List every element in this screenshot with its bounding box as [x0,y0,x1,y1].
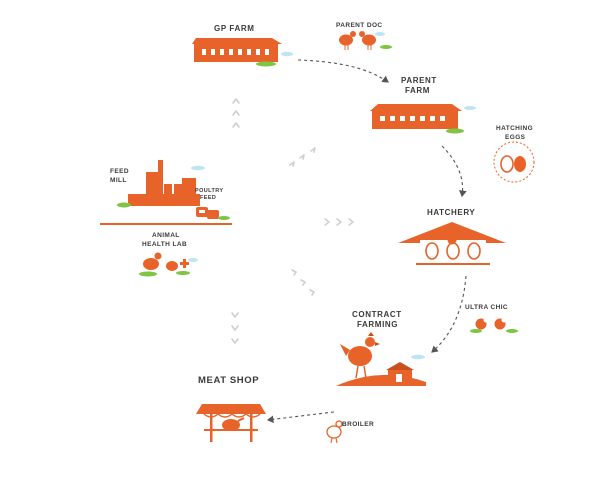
feed-mill-icon [117,160,205,208]
feed-mill-label-line1: FEED [110,168,129,175]
hatching-eggs-label-line1: HATCHING [496,125,534,132]
gp-farm-barn-icon [192,38,293,67]
arrow-parent-to-hatchery [441,145,467,198]
broiler-chicken-icon [326,420,343,444]
parent-doc-label: PARENT DOC [336,22,383,29]
ultra-chic-chicks-icon [470,317,518,333]
arrow-hatchery-to-contract [431,275,467,353]
hatchery-label: HATCHERY [427,208,476,217]
parent-farm-barn-icon [370,104,476,134]
arrow-gp-to-parent [297,59,389,83]
hatching-eggs-icon [493,141,535,183]
hatchery-eggs-icon [398,222,506,265]
parent-farm-label-line1: PARENT [401,76,437,85]
arrow-contract-to-meatshop [266,411,335,424]
animal-health-lab-icon [139,252,198,277]
meat-shop-label: MEAT SHOP [198,375,260,386]
animal-health-lab-label-line2: HEALTH LAB [142,241,188,248]
animal-health-lab-label-line1: ANIMAL [152,232,180,239]
poultry-feed-label-line2: FEED [200,195,217,201]
contract-farming-rooster-icon [336,332,426,386]
poultry-feed-label-line1: POULTRY [195,188,224,194]
meat-shop-stall-icon [196,404,266,442]
gp-farm-label: GP FARM [214,24,255,33]
hatching-eggs-label-line2: EGGS [505,134,526,141]
ultra-chic-label: ULTRA CHIC [465,304,508,311]
flow-arrows [266,59,467,424]
feed-mill-label-line2: MILL [110,177,127,184]
broiler-label: BROILER [342,421,375,428]
poultry-feed-bags-icon [196,207,230,220]
parent-farm-label-line2: FARM [405,86,431,95]
contract-farming-label-line1: CONTRACT [352,310,402,319]
gray-chevrons [231,98,354,344]
parent-doc-hens-icon [339,31,392,50]
contract-farming-label-line2: FARMING [357,320,399,329]
